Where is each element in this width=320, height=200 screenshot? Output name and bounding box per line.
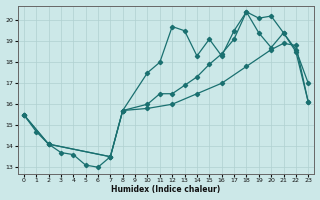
X-axis label: Humidex (Indice chaleur): Humidex (Indice chaleur): [111, 185, 221, 194]
